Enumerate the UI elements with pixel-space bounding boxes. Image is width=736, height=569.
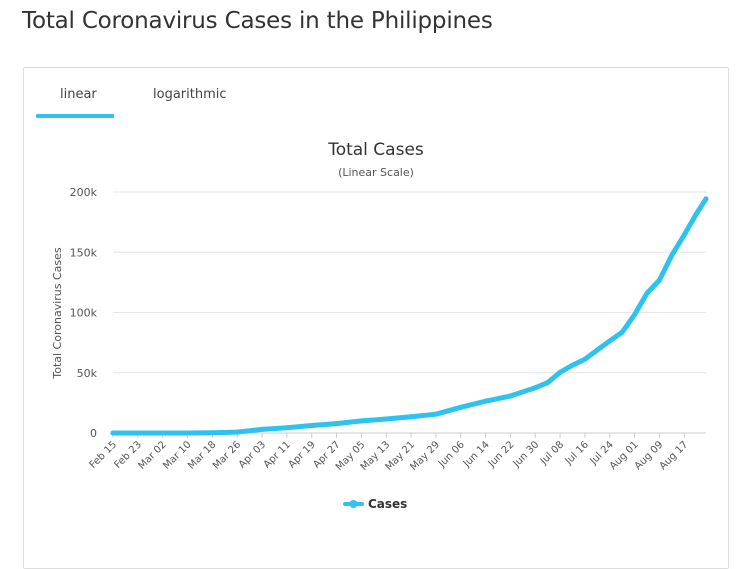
data-point[interactable] xyxy=(483,398,489,404)
x-tick-label: Jul 16 xyxy=(563,439,591,467)
data-point[interactable] xyxy=(110,430,116,436)
data-point[interactable] xyxy=(334,421,340,427)
data-point[interactable] xyxy=(532,385,538,391)
y-tick-label: 200k xyxy=(70,186,98,199)
data-point[interactable] xyxy=(703,196,709,202)
data-point[interactable] xyxy=(309,422,315,428)
data-point[interactable] xyxy=(507,393,513,399)
x-tick-label: Jun 30 xyxy=(511,439,542,470)
data-point[interactable] xyxy=(694,210,700,216)
active-tab-indicator xyxy=(36,114,114,118)
x-tick-label: Jun 22 xyxy=(486,439,517,470)
chart-subtitle: (Linear Scale) xyxy=(338,166,414,179)
x-tick-label: Jun 06 xyxy=(436,439,467,470)
data-point[interactable] xyxy=(234,429,240,435)
data-point[interactable] xyxy=(669,252,675,258)
data-point[interactable] xyxy=(160,430,166,436)
line-chart: Total Cases (Linear Scale) Total Coronav… xyxy=(51,140,709,511)
data-point[interactable] xyxy=(569,362,575,368)
legend-marker-cases[interactable] xyxy=(349,500,358,508)
data-point[interactable] xyxy=(135,430,141,436)
y-tick-label: 100k xyxy=(70,307,98,320)
data-point[interactable] xyxy=(458,404,464,410)
data-point[interactable] xyxy=(557,369,563,375)
chart-title: Total Cases xyxy=(327,140,424,160)
data-point[interactable] xyxy=(607,338,613,344)
data-point[interactable] xyxy=(619,329,625,335)
tab-linear[interactable]: linear xyxy=(60,87,97,102)
data-point[interactable] xyxy=(185,430,191,436)
data-point[interactable] xyxy=(433,411,439,417)
data-point[interactable] xyxy=(408,414,414,420)
y-tick-label: 50k xyxy=(77,367,98,380)
legend-label-cases[interactable]: Cases xyxy=(368,497,407,511)
data-point[interactable] xyxy=(545,380,551,386)
data-point[interactable] xyxy=(594,347,600,353)
page-title: Total Coronavirus Cases in the Philippin… xyxy=(22,8,493,34)
series-line-cases[interactable] xyxy=(110,196,709,436)
data-point[interactable] xyxy=(582,356,588,362)
chart-panel: linear logarithmic xyxy=(23,67,729,569)
y-tick-label: 0 xyxy=(90,427,97,440)
data-point[interactable] xyxy=(209,430,215,436)
x-tick-label: Mar 26 xyxy=(211,439,243,471)
y-tick-label: 150k xyxy=(70,246,98,259)
data-point[interactable] xyxy=(284,425,290,431)
data-point[interactable] xyxy=(656,277,662,283)
x-tick-label: Jul 08 xyxy=(538,439,566,467)
data-point[interactable] xyxy=(644,290,650,296)
data-point[interactable] xyxy=(358,418,364,424)
data-point[interactable] xyxy=(259,426,265,432)
y-axis-label: Total Coronavirus Cases xyxy=(51,247,64,380)
x-tick-label: Jun 14 xyxy=(461,439,492,470)
data-point[interactable] xyxy=(632,312,638,318)
data-point[interactable] xyxy=(383,416,389,422)
tab-logarithmic[interactable]: logarithmic xyxy=(153,87,227,102)
data-point[interactable] xyxy=(681,232,687,238)
